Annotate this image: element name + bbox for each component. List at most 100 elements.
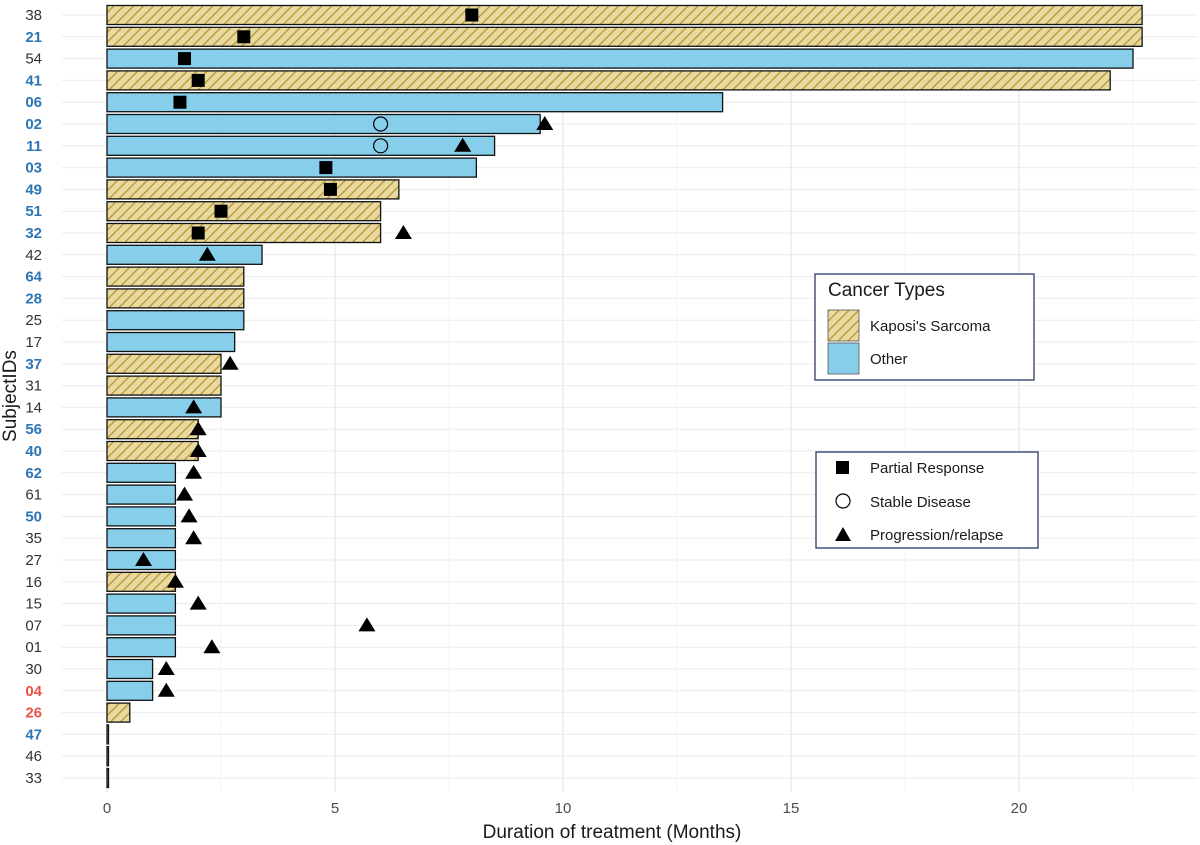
y-tick-label: 51 (25, 203, 42, 220)
marker-progression (189, 443, 207, 457)
marker-partial-response (191, 226, 205, 240)
bar-subject-37 (106, 353, 222, 374)
y-tick-label: 14 (25, 399, 42, 416)
marker-partial-response (465, 8, 479, 22)
legend-cancer-types: Cancer Types Kaposi's Sarcoma Other (814, 273, 1035, 381)
legend-other-swatch (827, 342, 860, 375)
bar-subject-15 (106, 593, 177, 614)
marker-progression (221, 355, 239, 370)
marker-progression (198, 246, 216, 261)
marker-progression (180, 508, 198, 523)
x-tick-label: 15 (783, 800, 800, 817)
bar-subject-06 (106, 92, 724, 113)
y-tick-label: 16 (25, 574, 42, 591)
bar-subject-02 (106, 113, 541, 135)
marker-stable-disease (373, 116, 389, 132)
y-tick-label: 56 (25, 421, 42, 438)
bar-subject-47 (106, 724, 110, 745)
legend-sd-label: Stable Disease (870, 494, 971, 511)
bars (106, 4, 1143, 789)
y-tick-label: 06 (25, 94, 42, 111)
bar-subject-41 (106, 70, 1111, 91)
marker-progression (157, 682, 175, 697)
y-tick-label: 31 (25, 378, 42, 395)
marker-progression (454, 137, 472, 152)
y-tick-label: 50 (25, 508, 42, 525)
bar-subject-56 (106, 419, 199, 440)
marker-progression (185, 464, 203, 479)
y-tick-label: 49 (25, 181, 42, 198)
y-tick-label: 46 (25, 748, 42, 765)
legend-triangle-icon (835, 527, 851, 541)
marker-progression (358, 617, 376, 632)
bar-subject-42 (106, 244, 263, 265)
x-tick-label: 10 (555, 800, 572, 817)
bar-subject-07 (106, 615, 177, 636)
bar-subject-26 (106, 702, 131, 723)
x-axis-ticks: 0 5 10 15 20 (103, 800, 1028, 817)
marker-partial-response (319, 161, 333, 175)
x-tick-label: 0 (103, 800, 111, 817)
x-axis-title: Duration of treatment (Months) (483, 822, 742, 843)
legend-pr-label: Partial Response (870, 460, 984, 477)
legend-prog-label: Progression/relapse (870, 527, 1003, 544)
y-tick-label: 25 (25, 312, 42, 329)
bar-subject-50 (106, 506, 177, 527)
legend-response: Partial Response Stable Disease Progress… (815, 451, 1039, 549)
y-tick-label: 54 (25, 51, 42, 68)
bar-subject-25 (106, 310, 245, 331)
marker-stable-disease (373, 138, 389, 154)
y-tick-label: 28 (25, 290, 42, 307)
y-tick-label: 17 (25, 334, 42, 351)
marker-partial-response (173, 95, 187, 109)
y-tick-label: 35 (25, 530, 42, 547)
legend-ks-label: Kaposi's Sarcoma (870, 318, 991, 335)
y-tick-label: 47 (25, 726, 42, 743)
x-tick-label: 5 (331, 800, 339, 817)
marker-partial-response (323, 182, 337, 196)
marker-partial-response (178, 52, 192, 66)
marker-progression (203, 639, 221, 654)
y-tick-label: 41 (25, 72, 42, 89)
y-tick-label: 32 (25, 225, 42, 242)
bar-subject-03 (106, 157, 478, 178)
y-tick-label: 11 (26, 138, 42, 155)
y-tick-label: 21 (25, 29, 42, 46)
legend-response-box (815, 451, 1039, 549)
legend-circle-icon (835, 493, 851, 509)
marker-partial-response (214, 204, 228, 218)
y-tick-label: 27 (25, 552, 42, 569)
marker-progression (166, 573, 184, 588)
marker-progression (134, 552, 152, 566)
bar-subject-38 (106, 4, 1143, 26)
bar-subject-31 (106, 375, 222, 396)
y-tick-label: 64 (25, 269, 42, 286)
bar-subject-04 (106, 680, 154, 701)
x-tick-label: 20 (1011, 800, 1028, 817)
y-tick-label: 02 (25, 116, 42, 133)
bar-subject-21 (106, 26, 1143, 47)
y-axis-title: SubjectIDs (0, 350, 21, 442)
bar-subject-51 (106, 201, 382, 222)
legend-square-icon (836, 461, 849, 474)
legend-ks-swatch (827, 309, 860, 342)
y-tick-label: 01 (25, 639, 42, 656)
bar-subject-33 (106, 767, 110, 789)
y-tick-label: 03 (25, 160, 42, 177)
y-tick-label: 26 (25, 705, 42, 722)
y-tick-label: 37 (25, 356, 42, 373)
bar-subject-40 (106, 440, 199, 462)
y-tick-label: 38 (25, 7, 42, 24)
y-tick-label: 42 (25, 247, 42, 264)
y-tick-label: 33 (25, 770, 42, 787)
bar-subject-14 (106, 397, 222, 418)
bar-subject-62 (106, 462, 177, 483)
bar-subject-28 (106, 288, 245, 309)
y-tick-label: 04 (25, 683, 42, 700)
bar-subject-01 (106, 637, 177, 658)
y-tick-label: 40 (25, 443, 42, 460)
bar-subject-64 (106, 266, 245, 287)
bar-subject-16 (106, 571, 177, 592)
bar-subject-61 (106, 484, 177, 505)
